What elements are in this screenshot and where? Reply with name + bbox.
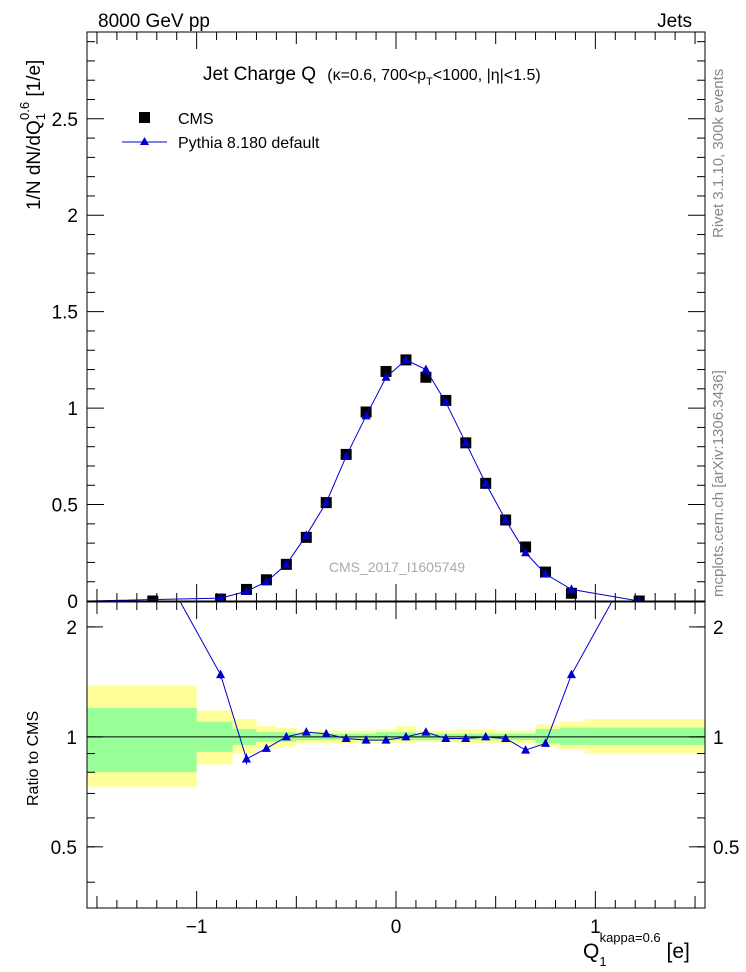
ratio-plot: 0.5 0.5 1 1 2 2 −1 0 1 — [51, 601, 739, 938]
pythia-point — [301, 530, 311, 539]
xtick-label: 1 — [590, 917, 601, 938]
upper-ylabel: 1/N dN/dQ10.6 [1/e] — [17, 60, 48, 210]
ratio-point — [301, 727, 311, 736]
upper-ytick-label: 0.5 — [52, 496, 78, 517]
ratio-point — [361, 735, 371, 744]
pythia-point — [281, 559, 291, 568]
xtick-label: −1 — [186, 917, 208, 938]
legend-cms-label: CMS — [178, 111, 214, 128]
ratio-point — [401, 731, 411, 741]
pythia-point — [381, 372, 391, 381]
ratio-content — [87, 602, 705, 787]
cms-point — [380, 365, 392, 377]
ratio-inner-band — [87, 707, 197, 773]
ratio-point — [521, 745, 531, 754]
upper-ytick-label: 0 — [67, 592, 78, 613]
xlabel: Q1kappa=0.6 [e] — [583, 930, 690, 969]
process-label: Jets — [657, 11, 692, 32]
ratio-series-line — [179, 602, 613, 760]
ratio-ytick-label: 0.5 — [51, 838, 77, 859]
ratio-point — [481, 731, 491, 741]
ratio-ytick-label-right: 1 — [713, 728, 724, 749]
ratio-point — [261, 743, 271, 752]
ratio-point — [541, 738, 551, 747]
pythia-point — [421, 364, 431, 374]
ratio-point — [461, 733, 471, 742]
upper-ytick-label: 2.5 — [52, 110, 78, 131]
ratio-point — [501, 733, 511, 742]
upper-plot: 0 0.5 1 1.5 2 2.5 — [52, 31, 706, 613]
pythia-point — [321, 497, 331, 507]
mcplots-label: mcplots.cern.ch [arXiv:1306.3436] — [710, 370, 727, 597]
pythia-point — [566, 584, 576, 593]
pythia-point — [241, 586, 251, 595]
xtick-label: 0 — [391, 917, 402, 938]
pythia-point — [521, 547, 531, 557]
analysis-watermark: CMS_2017_I1605749 — [329, 559, 465, 575]
cms-point — [420, 371, 432, 383]
ratio-point — [216, 669, 226, 679]
ratio-point — [566, 669, 576, 679]
pythia-point — [401, 354, 411, 364]
upper-ytick-label: 1.5 — [52, 303, 78, 324]
pythia-point — [541, 568, 551, 578]
pythia-point — [441, 397, 451, 406]
lower-ylabel: Ratio to CMS — [25, 711, 42, 806]
pythia-point — [341, 451, 351, 460]
pythia-point — [261, 576, 271, 586]
upper-ytick-label: 1 — [67, 399, 78, 420]
ratio-point — [441, 733, 451, 742]
ratio-ytick-label: 1 — [66, 728, 77, 749]
pythia-point — [501, 514, 511, 524]
cms-point — [520, 541, 532, 553]
pythia-point — [361, 410, 371, 420]
ratio-inner-band — [535, 729, 560, 744]
ratio-ytick-label-right: 2 — [713, 618, 724, 639]
cms-point — [147, 595, 159, 601]
legend-pythia-label: Pythia 8.180 default — [178, 135, 320, 152]
pythia-point — [216, 593, 225, 601]
pythia-point — [481, 478, 491, 487]
ratio-point — [341, 733, 351, 742]
pythia-point — [461, 437, 471, 447]
plot-title: Jet Charge Q (κ=0.6, 700<pT<1000, |η|<1.… — [203, 64, 541, 88]
ratio-point — [381, 735, 391, 744]
ratio-inner-band — [585, 727, 705, 746]
ratio-ytick-label: 2 — [66, 618, 77, 639]
ratio-point — [241, 753, 251, 763]
ratio-point — [281, 731, 291, 741]
cms-point — [565, 587, 577, 599]
upper-frame — [86, 31, 706, 602]
upper-ytick-label: 2 — [67, 206, 78, 227]
upper-content — [87, 354, 705, 601]
legend: CMS Pythia 8.180 default — [122, 111, 320, 152]
legend-cms-marker — [139, 112, 150, 123]
pythia-point — [636, 596, 642, 601]
ratio-point — [421, 727, 431, 736]
ratio-point — [321, 728, 331, 738]
legend-pythia-marker — [140, 137, 149, 145]
ratio-inner-band — [559, 727, 586, 746]
ratio-ytick-label-right: 0.5 — [713, 838, 739, 859]
energy-label: 8000 GeV pp — [98, 11, 210, 32]
rivet-label: Rivet 3.1.10, 300k events — [710, 69, 727, 238]
